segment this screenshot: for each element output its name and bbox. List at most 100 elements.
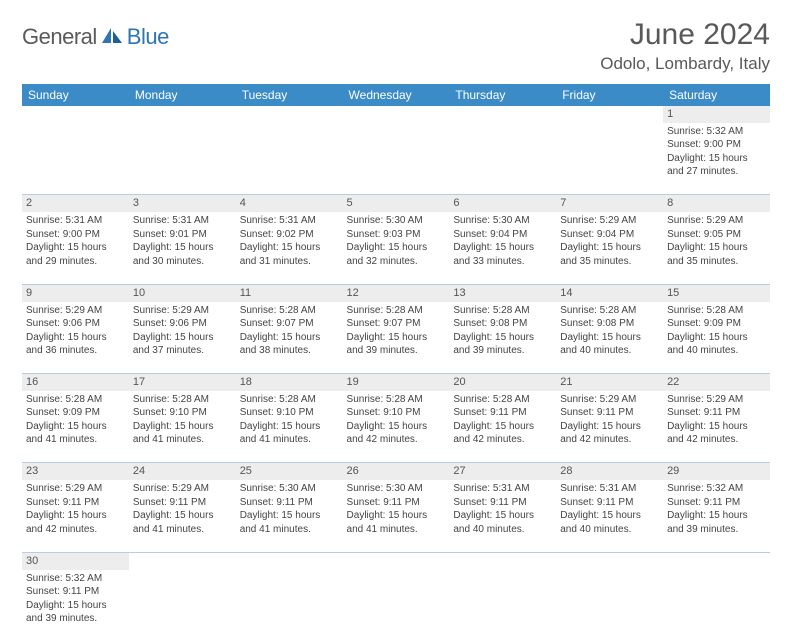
daylight-text: Daylight: 15 hours [347,331,446,345]
daylight-text: and 40 minutes. [560,344,659,358]
sunrise-text: Sunrise: 5:28 AM [453,304,552,318]
weekday-header: Thursday [449,84,556,106]
day-cell: Sunrise: 5:30 AMSunset: 9:03 PMDaylight:… [343,212,450,284]
day-content-row: Sunrise: 5:31 AMSunset: 9:00 PMDaylight:… [22,212,770,284]
daylight-text: and 33 minutes. [453,255,552,269]
daylight-text: and 35 minutes. [560,255,659,269]
day-number: 26 [343,463,450,480]
daylight-text: Daylight: 15 hours [560,420,659,434]
daylight-text: Daylight: 15 hours [26,241,125,255]
daylight-text: Daylight: 15 hours [26,509,125,523]
daylight-text: and 42 minutes. [560,433,659,447]
sunset-text: Sunset: 9:06 PM [26,317,125,331]
daylight-text: Daylight: 15 hours [667,509,766,523]
day-number: 10 [129,284,236,301]
daylight-text: Daylight: 15 hours [667,241,766,255]
day-cell: Sunrise: 5:28 AMSunset: 9:08 PMDaylight:… [556,302,663,374]
day-number: 23 [22,463,129,480]
daylight-text: and 36 minutes. [26,344,125,358]
day-number: 6 [449,195,556,212]
day-number [22,106,129,123]
daylight-text: and 39 minutes. [347,344,446,358]
weekday-header: Saturday [663,84,770,106]
day-number: 11 [236,284,343,301]
day-cell: Sunrise: 5:28 AMSunset: 9:10 PMDaylight:… [236,391,343,463]
title-block: June 2024 Odolo, Lombardy, Italy [600,18,770,74]
day-number-row: 30 [22,552,770,569]
daylight-text: Daylight: 15 hours [347,420,446,434]
daylight-text: and 42 minutes. [453,433,552,447]
sunset-text: Sunset: 9:02 PM [240,228,339,242]
day-cell: Sunrise: 5:31 AMSunset: 9:01 PMDaylight:… [129,212,236,284]
day-cell: Sunrise: 5:28 AMSunset: 9:08 PMDaylight:… [449,302,556,374]
day-cell [556,123,663,195]
sunset-text: Sunset: 9:11 PM [133,496,232,510]
daylight-text: Daylight: 15 hours [453,331,552,345]
daylight-text: and 27 minutes. [667,165,766,179]
daylight-text: and 41 minutes. [240,523,339,537]
daylight-text: and 39 minutes. [26,612,125,626]
daylight-text: and 42 minutes. [26,523,125,537]
day-cell [236,570,343,642]
day-number [129,552,236,569]
daylight-text: and 39 minutes. [667,523,766,537]
sunset-text: Sunset: 9:11 PM [453,496,552,510]
daylight-text: and 41 minutes. [133,523,232,537]
daylight-text: and 41 minutes. [240,433,339,447]
sunrise-text: Sunrise: 5:29 AM [26,304,125,318]
daylight-text: and 29 minutes. [26,255,125,269]
day-cell: Sunrise: 5:28 AMSunset: 9:10 PMDaylight:… [129,391,236,463]
day-cell [22,123,129,195]
day-number: 30 [22,552,129,569]
weekday-header: Wednesday [343,84,450,106]
daylight-text: and 41 minutes. [347,523,446,537]
sunset-text: Sunset: 9:04 PM [560,228,659,242]
daylight-text: and 32 minutes. [347,255,446,269]
sunset-text: Sunset: 9:08 PM [560,317,659,331]
sunset-text: Sunset: 9:07 PM [347,317,446,331]
daylight-text: Daylight: 15 hours [667,331,766,345]
day-cell: Sunrise: 5:29 AMSunset: 9:11 PMDaylight:… [663,391,770,463]
day-cell: Sunrise: 5:31 AMSunset: 9:02 PMDaylight:… [236,212,343,284]
day-cell: Sunrise: 5:32 AMSunset: 9:11 PMDaylight:… [663,480,770,552]
day-number: 7 [556,195,663,212]
day-number: 18 [236,374,343,391]
weekday-header: Monday [129,84,236,106]
day-number [236,106,343,123]
logo: General Blue [22,24,169,50]
weekday-header: Sunday [22,84,129,106]
daylight-text: and 31 minutes. [240,255,339,269]
daylight-text: Daylight: 15 hours [453,241,552,255]
sunset-text: Sunset: 9:11 PM [560,406,659,420]
day-number-row: 2345678 [22,195,770,212]
daylight-text: Daylight: 15 hours [240,331,339,345]
daylight-text: and 42 minutes. [347,433,446,447]
day-number [449,106,556,123]
day-cell [556,570,663,642]
day-cell: Sunrise: 5:28 AMSunset: 9:07 PMDaylight:… [343,302,450,374]
sunrise-text: Sunrise: 5:31 AM [133,214,232,228]
daylight-text: Daylight: 15 hours [560,331,659,345]
day-cell: Sunrise: 5:29 AMSunset: 9:11 PMDaylight:… [22,480,129,552]
day-number-row: 1 [22,106,770,123]
day-number: 8 [663,195,770,212]
day-content-row: Sunrise: 5:29 AMSunset: 9:11 PMDaylight:… [22,480,770,552]
sunrise-text: Sunrise: 5:29 AM [133,482,232,496]
daylight-text: Daylight: 15 hours [667,152,766,166]
sunrise-text: Sunrise: 5:30 AM [453,214,552,228]
daylight-text: Daylight: 15 hours [347,509,446,523]
daylight-text: and 35 minutes. [667,255,766,269]
day-number-row: 16171819202122 [22,374,770,391]
sunrise-text: Sunrise: 5:32 AM [667,125,766,139]
day-number [129,106,236,123]
day-number: 13 [449,284,556,301]
sunset-text: Sunset: 9:09 PM [26,406,125,420]
day-cell: Sunrise: 5:30 AMSunset: 9:04 PMDaylight:… [449,212,556,284]
daylight-text: and 41 minutes. [26,433,125,447]
day-number: 16 [22,374,129,391]
day-number [236,552,343,569]
day-cell [343,123,450,195]
sunset-text: Sunset: 9:09 PM [667,317,766,331]
day-cell: Sunrise: 5:32 AMSunset: 9:11 PMDaylight:… [22,570,129,642]
day-number: 2 [22,195,129,212]
